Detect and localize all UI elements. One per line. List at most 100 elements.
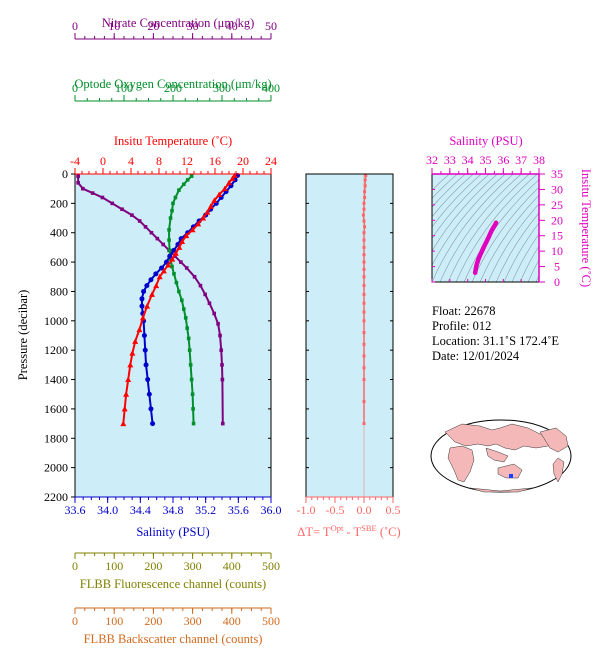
nitrate-data-point: [110, 201, 115, 206]
oxygen-tick-label: 200: [164, 81, 182, 95]
t-s-data-point: [494, 220, 499, 225]
temperature-data-point: [125, 376, 132, 383]
nitrate-data-point: [198, 283, 203, 288]
profile-number: Profile: 012: [432, 319, 492, 333]
t-s-data-point: [473, 270, 478, 275]
delta-t-data-point: [362, 238, 366, 242]
nitrate-data-point: [220, 377, 225, 382]
nitrate-data-point: [192, 274, 197, 279]
t-s-data-point: [473, 267, 478, 272]
delta-t-data-point: [362, 310, 366, 314]
profile-date: Date: 12/01/2024: [432, 349, 520, 363]
pressure-tick-label: 2000: [44, 461, 68, 475]
float-location: Location: 31.1˚S 172.4˚E: [432, 334, 560, 348]
temperature-data-point: [144, 303, 151, 309]
salinity-tick-label: 35.6: [228, 503, 249, 517]
nitrate-data-point: [100, 195, 105, 200]
t-s-salinity-tick-label: 36: [497, 153, 509, 167]
delta-t-data-point: [362, 331, 366, 335]
nitrate-data-point: [143, 225, 148, 229]
oxygen-data-point: [187, 348, 192, 352]
nitrate-tick-label: 0: [72, 19, 78, 33]
nitrate-data-point: [155, 236, 160, 241]
nitrate-data-point: [161, 242, 165, 247]
t-s-density-contour: [432, 174, 514, 282]
delta-t-data-point: [363, 184, 367, 188]
temperature-data-point: [229, 175, 236, 181]
temperature-data-point: [172, 250, 179, 256]
salinity-tick-label: 34.8: [163, 503, 184, 517]
backscatter-axis-title: FLBB Backscatter channel (counts): [84, 632, 263, 646]
t-s-plot-background: [432, 174, 539, 282]
t-s-density-contour: [503, 222, 539, 282]
map-landmass-north-america: [539, 427, 569, 453]
t-s-density-contour: [432, 174, 482, 228]
pressure-tick-label: 1800: [44, 431, 68, 445]
temperature-data-point: [160, 267, 167, 274]
delta-t-data-point: [362, 253, 366, 257]
map-landmass-antarctica: [469, 487, 533, 493]
t-s-salinity-axis-title: Salinity (PSU): [449, 134, 522, 148]
pressure-tick-label: 2200: [44, 490, 68, 504]
oxygen-data-point: [167, 227, 171, 232]
oxygen-data-point: [180, 298, 184, 303]
delta-t-data-point: [362, 301, 366, 305]
t-s-data-point: [487, 234, 492, 239]
delta-t-data-point: [361, 213, 365, 217]
pressure-tick-label: 1600: [44, 402, 68, 416]
salinity-data-point: [139, 296, 145, 302]
nitrate-data-point: [220, 363, 224, 367]
temperature-tick-label: 16: [209, 154, 221, 168]
salinity-tick-label: 36.0: [261, 503, 282, 517]
t-s-data-point: [477, 253, 482, 258]
temperature-data-point: [121, 405, 128, 412]
t-s-diagram-panel: Salinity (PSU) Insitu Temperature (˚C): [431, 134, 593, 287]
temperature-data-point: [183, 232, 190, 239]
fluorescence-tick-label: 400: [223, 559, 241, 573]
t-s-temperature-tick-label: 20: [551, 213, 563, 227]
salinity-data-point: [167, 253, 173, 259]
oxygen-data-point: [186, 336, 191, 341]
pressure-tick-label: 600: [50, 255, 68, 269]
pressure-tick-label: 400: [50, 226, 68, 240]
t-s-salinity-tick-label: 34: [462, 153, 474, 167]
pressure-tick-label: 800: [50, 284, 68, 298]
t-s-temperature-tick-label: 25: [551, 198, 563, 212]
nitrate-data-point: [212, 311, 216, 316]
temperature-data-point: [132, 338, 139, 344]
delta-t-data-point: [362, 366, 366, 370]
temperature-data-point: [153, 282, 160, 289]
nitrate-data-point: [216, 321, 220, 326]
delta-t-data-point: [362, 292, 366, 296]
t-s-data-point: [476, 258, 481, 263]
delta-t-data-point: [363, 225, 367, 229]
salinity-tick-label: 33.6: [65, 503, 86, 517]
salinity-tick-label: 34.4: [130, 503, 151, 517]
salinity-data-point: [153, 271, 159, 277]
temperature-data-point: [120, 420, 127, 427]
oxygen-data-point: [171, 201, 175, 206]
t-s-temperature-tick-label: 15: [551, 229, 563, 243]
fluorescence-tick-label: 500: [262, 559, 280, 573]
delta-t-data-point: [362, 231, 366, 235]
t-s-density-contour: [479, 194, 539, 282]
t-s-temperature-axis-title: Insitu Temperature (˚C): [579, 169, 593, 287]
oxygen-axis-title: Optode Oxygen Concentration (μm/kg): [74, 77, 271, 91]
delta-t-data-point: [363, 190, 367, 194]
delta-t-data-point: [362, 201, 366, 205]
oxygen-tick-label: 0: [72, 81, 78, 95]
map-landmass-africa: [447, 445, 475, 483]
nitrate-data-point: [179, 260, 183, 264]
fluorescence-tick-label: 300: [184, 559, 202, 573]
temperature-tick-label: 0: [100, 154, 106, 168]
float-info-block: Float: 22678 Profile: 012 Location: 31.1…: [432, 304, 559, 364]
nitrate-data-point: [137, 219, 142, 223]
delta-t-data-point: [362, 400, 366, 404]
map-landmass-australia: [497, 463, 523, 479]
salinity-data-point: [144, 283, 150, 289]
t-s-density-contour: [432, 174, 506, 267]
main-plot-background: [75, 174, 271, 497]
temperature-data-point: [200, 215, 207, 221]
t-s-density-contour: [463, 179, 539, 282]
t-s-temperature-tick-label: 5: [554, 260, 560, 274]
